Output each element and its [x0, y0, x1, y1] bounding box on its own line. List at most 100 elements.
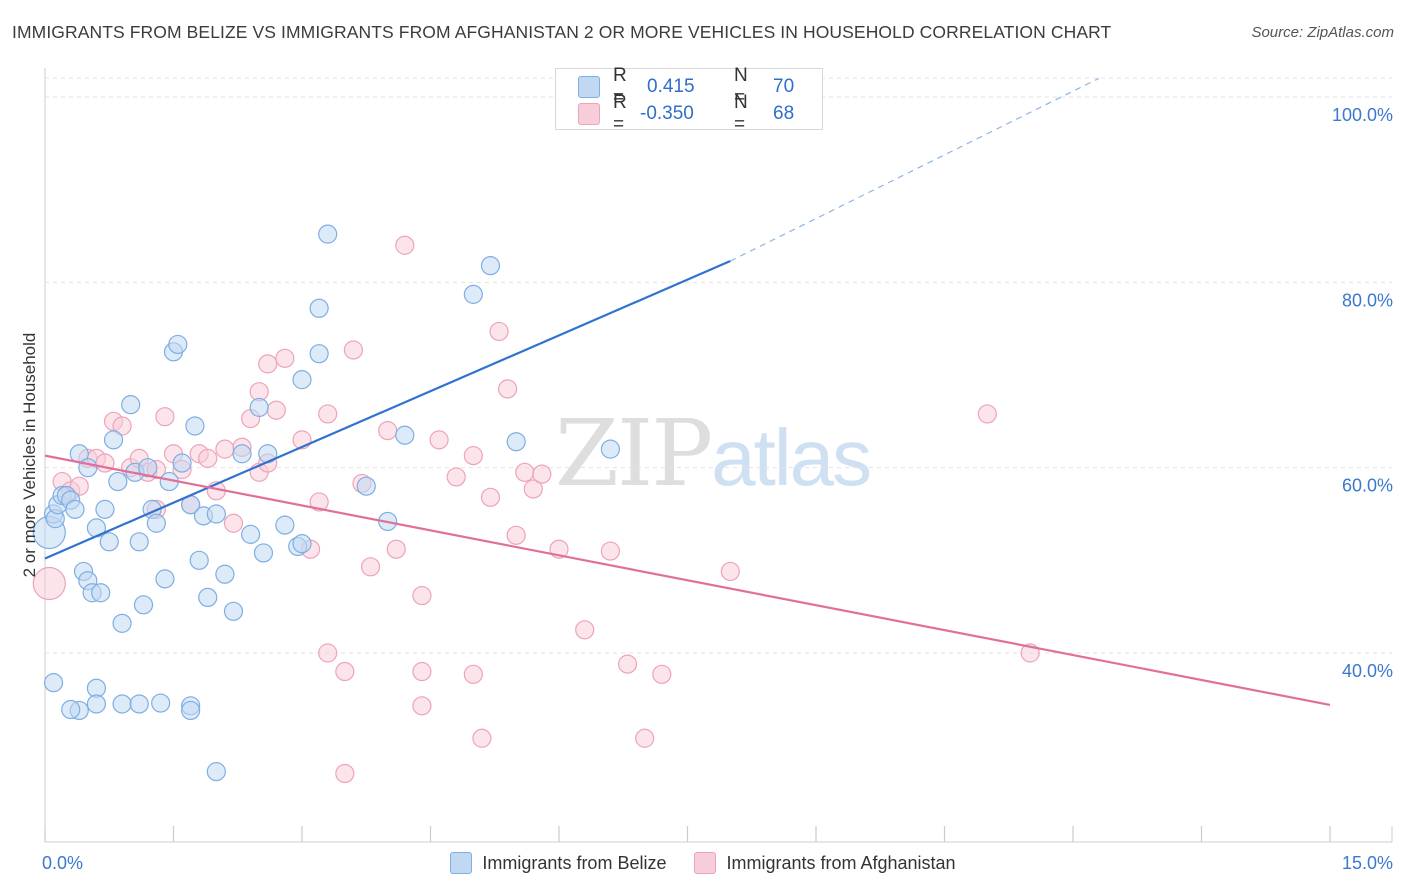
- belize-point: [168, 334, 188, 355]
- belize-point: [129, 532, 149, 552]
- belize-point: [206, 762, 226, 782]
- afghanistan-point: [318, 404, 338, 424]
- afghanistan-point: [360, 557, 381, 577]
- afghanistan-point: [523, 479, 543, 499]
- legend-r-belize: 0.415: [647, 76, 695, 97]
- afghanistan-point: [215, 439, 235, 459]
- watermark-zip: ZIP: [555, 400, 713, 507]
- belize-point: [108, 471, 128, 492]
- belize-point: [600, 439, 621, 459]
- afghanistan-point: [532, 464, 552, 484]
- belize-point: [43, 673, 64, 693]
- afghanistan-point: [318, 643, 338, 663]
- belize-point: [133, 595, 154, 615]
- afghanistan-point: [617, 654, 638, 674]
- legend-item-belize[interactable]: Immigrants from Belize: [450, 852, 666, 874]
- belize-point: [121, 395, 141, 415]
- belize-point: [172, 453, 192, 473]
- belize-point: [185, 416, 205, 436]
- belize-point: [198, 587, 218, 608]
- chart-source: Source: ZipAtlas.com: [1251, 24, 1394, 41]
- belize-point: [356, 476, 376, 496]
- afghanistan-point: [480, 487, 501, 507]
- afghanistan-point: [378, 421, 398, 441]
- afghanistan-point: [446, 467, 466, 487]
- legend-n-belize: 70: [773, 76, 795, 97]
- belize-point: [395, 425, 415, 445]
- belize-points: [32, 224, 621, 782]
- belize-point: [95, 499, 115, 519]
- afghanistan-point: [69, 476, 89, 496]
- afghanistan-point: [412, 696, 432, 716]
- belize-point: [151, 693, 171, 713]
- grid: [45, 77, 1392, 654]
- legend-n-afghanistan: 68: [773, 103, 795, 124]
- afghanistan-point: [335, 661, 355, 682]
- belize-point: [318, 224, 338, 244]
- afghanistan-point: [489, 321, 509, 342]
- afghanistan-point: [977, 404, 997, 424]
- legend-swatch-afghanistan-bottom: [694, 852, 717, 874]
- afghanistan-trend-line: [44, 454, 1331, 706]
- afghanistan-point: [198, 448, 218, 468]
- afghanistan-point: [155, 407, 175, 427]
- afghanistan-point: [506, 525, 526, 545]
- belize-point: [112, 694, 132, 714]
- afghanistan-point: [463, 446, 483, 466]
- belize-point: [249, 397, 269, 418]
- afghanistan-point: [515, 462, 535, 482]
- afghanistan-point: [112, 416, 132, 436]
- correlation-legend: R = 0.415 N = 70 R = -0.350 N = 68: [555, 65, 823, 135]
- afghanistan-point: [412, 661, 432, 682]
- legend-item-afghanistan[interactable]: Immigrants from Afghanistan: [694, 852, 956, 874]
- afghanistan-point: [223, 513, 244, 533]
- belize-trend-line: [44, 260, 731, 560]
- belize-point: [112, 613, 132, 633]
- belize-point: [292, 370, 312, 390]
- belize-point: [91, 583, 111, 603]
- belize-point: [65, 499, 85, 519]
- afghanistan-point: [343, 340, 363, 360]
- watermark-atlas: atlas: [711, 413, 872, 502]
- afghanistan-point: [309, 492, 329, 512]
- chart-title: IMMIGRANTS FROM BELIZE VS IMMIGRANTS FRO…: [12, 22, 1112, 42]
- belize-point: [480, 256, 501, 276]
- belize-point: [241, 524, 261, 544]
- belize-point: [61, 699, 81, 720]
- afghanistan-point: [600, 541, 621, 561]
- series-legend: Immigrants from Belize Immigrants from A…: [0, 852, 1406, 874]
- y-tick-label: 40.0%: [1342, 661, 1393, 681]
- legend-swatch-afghanistan: [578, 103, 600, 125]
- belize-point: [146, 513, 166, 533]
- belize-point: [189, 550, 209, 570]
- afghanistan-point: [429, 430, 449, 450]
- afghanistan-point: [652, 664, 672, 684]
- tick-labels: 40.0% 60.0% 80.0% 100.0% 0.0% 15.0%: [42, 105, 1393, 873]
- afghanistan-point: [32, 566, 66, 601]
- belize-point: [309, 298, 329, 318]
- belize-point: [103, 430, 124, 450]
- belize-point: [155, 569, 175, 589]
- afghanistan-point: [575, 620, 595, 640]
- afghanistan-point: [463, 664, 483, 684]
- afghanistan-point: [275, 348, 295, 368]
- legend-r-afghanistan: -0.350: [640, 103, 694, 124]
- afghanistan-point: [635, 728, 655, 748]
- belize-point: [275, 515, 295, 535]
- belize-point: [506, 432, 526, 452]
- y-tick-label: 60.0%: [1342, 476, 1393, 496]
- afghanistan-point: [720, 561, 740, 582]
- afghanistan-point: [335, 763, 355, 784]
- afghanistan-point: [266, 400, 286, 420]
- legend-swatch-belize-bottom: [450, 852, 473, 874]
- belize-point: [129, 694, 149, 714]
- belize-trend-extension: [730, 77, 1099, 262]
- afghanistan-point: [395, 235, 415, 255]
- afghanistan-point: [258, 354, 278, 374]
- belize-point: [99, 532, 119, 552]
- afghanistan-point: [386, 539, 406, 559]
- afghanistan-point: [498, 379, 518, 399]
- belize-point: [232, 444, 252, 464]
- legend-swatch-belize: [578, 76, 600, 98]
- belize-point: [78, 458, 98, 478]
